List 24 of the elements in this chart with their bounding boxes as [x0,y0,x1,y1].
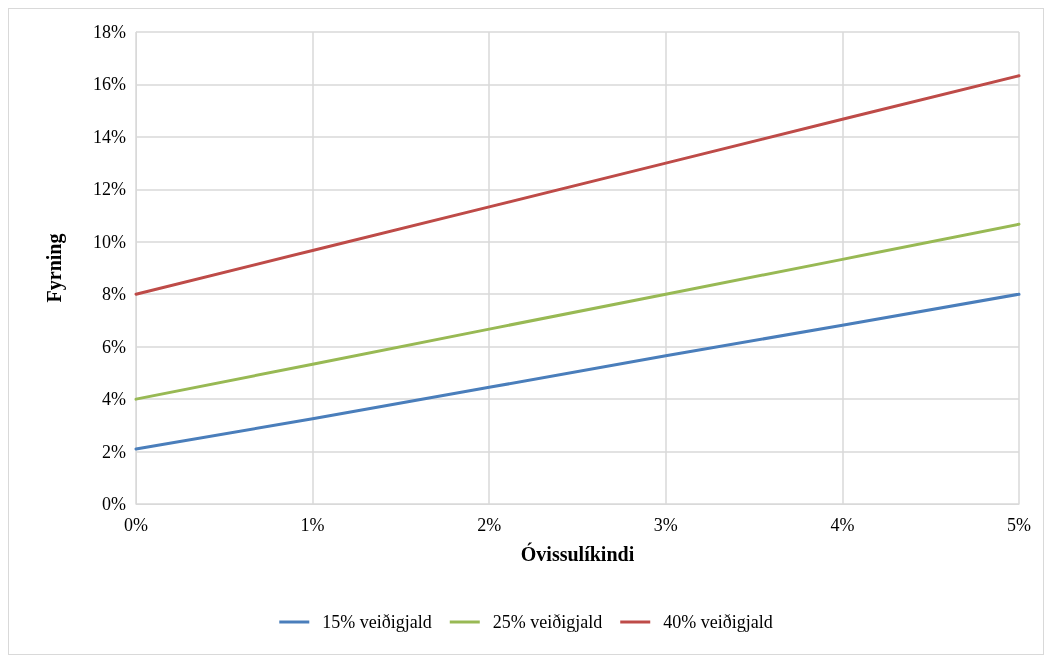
x-axis-title: Óvissulíkindi [520,542,635,565]
x-tick-label: 4% [830,515,855,535]
legend-label: 25% veiðigjald [492,612,603,632]
x-tick-label: 3% [653,515,678,535]
y-axis-title: Fyrning [43,233,66,303]
y-tick-label: 10% [93,231,126,252]
line-series [134,292,1021,451]
legend-label: 40% veiðigjald [663,612,773,632]
x-tick-label: 5% [1007,515,1031,535]
y-tick-label: 16% [93,74,126,95]
y-tick-label: 0% [102,494,126,514]
x-tick-label: 2% [477,515,502,535]
y-tick-label: 12% [93,179,126,200]
y-tick-label: 2% [102,441,126,462]
y-tick-label: 8% [102,284,126,305]
x-tick-label: 1% [300,515,325,535]
y-tick-label: 14% [93,126,126,147]
x-tick-label: 0% [124,515,148,535]
y-tick-label: 6% [102,336,126,357]
legend-label: 15% veiðigjald [322,612,432,632]
line-series [134,74,1021,296]
y-tick-label: 18% [93,22,126,42]
y-tick-label: 4% [102,389,126,410]
line-series [134,222,1021,401]
